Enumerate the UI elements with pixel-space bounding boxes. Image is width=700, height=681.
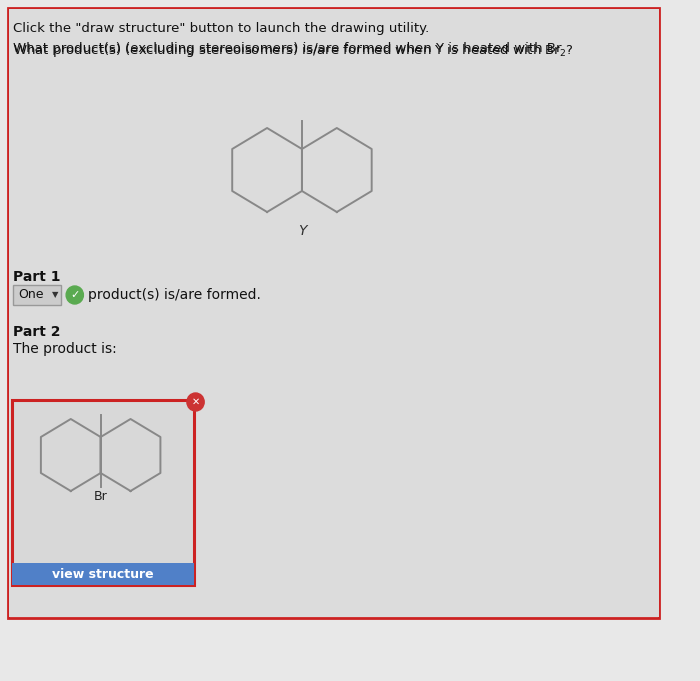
Text: Part 1: Part 1 bbox=[13, 270, 61, 284]
Text: What product(s) (excluding stereoisomers) is/are formed when Y is heated with Br: What product(s) (excluding stereoisomers… bbox=[13, 42, 574, 59]
Polygon shape bbox=[302, 128, 372, 212]
Text: Br: Br bbox=[94, 490, 108, 503]
Text: The product is:: The product is: bbox=[13, 342, 117, 356]
Text: Y: Y bbox=[298, 224, 306, 238]
Text: ✕: ✕ bbox=[192, 397, 199, 407]
Text: ▼: ▼ bbox=[52, 291, 58, 300]
Text: One: One bbox=[18, 289, 43, 302]
Text: Click the "draw structure" button to launch the drawing utility.: Click the "draw structure" button to lau… bbox=[13, 22, 430, 35]
Polygon shape bbox=[101, 419, 160, 491]
Polygon shape bbox=[232, 128, 302, 212]
Text: ✓: ✓ bbox=[70, 290, 80, 300]
FancyBboxPatch shape bbox=[8, 9, 659, 617]
FancyBboxPatch shape bbox=[8, 8, 659, 618]
FancyBboxPatch shape bbox=[11, 400, 194, 585]
Text: product(s) is/are formed.: product(s) is/are formed. bbox=[88, 288, 261, 302]
Circle shape bbox=[187, 393, 204, 411]
Circle shape bbox=[66, 286, 83, 304]
FancyBboxPatch shape bbox=[11, 563, 194, 585]
Text: view structure: view structure bbox=[52, 567, 153, 580]
Text: What product(s) (excluding stereoisomers) is/are formed when Y is heated with Br: What product(s) (excluding stereoisomers… bbox=[13, 42, 562, 55]
Polygon shape bbox=[41, 419, 101, 491]
Text: Part 2: Part 2 bbox=[13, 325, 61, 339]
FancyBboxPatch shape bbox=[13, 285, 62, 305]
